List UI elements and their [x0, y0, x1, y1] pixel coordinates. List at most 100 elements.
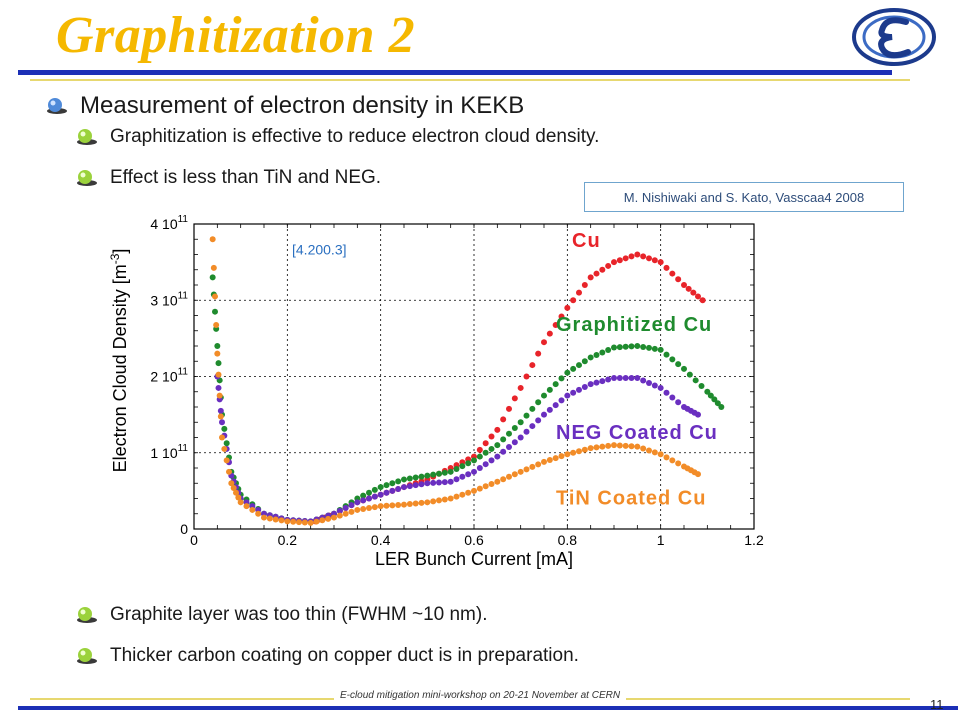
x-tick-label: 0 — [190, 532, 198, 548]
data-point — [552, 322, 559, 329]
data-point — [663, 351, 670, 358]
data-point — [523, 466, 530, 473]
data-point — [471, 468, 477, 475]
data-point — [209, 274, 216, 281]
data-point — [436, 497, 442, 504]
y-tick-label: 1 1011 — [150, 443, 188, 461]
data-point — [546, 330, 553, 337]
data-point — [558, 375, 565, 382]
data-point — [570, 297, 577, 304]
data-point — [348, 502, 355, 509]
data-point — [482, 449, 489, 456]
data-point — [447, 478, 454, 485]
data-point — [307, 519, 314, 526]
data-point — [214, 350, 221, 357]
data-point — [657, 384, 664, 391]
data-point — [331, 514, 337, 521]
y-tick-label: 0 — [180, 521, 188, 537]
bullet-bubble-icon — [77, 607, 97, 623]
data-point — [599, 443, 606, 450]
data-point — [552, 381, 559, 388]
data-point — [707, 392, 714, 399]
data-point — [465, 489, 472, 496]
data-point — [616, 375, 623, 382]
data-point — [564, 392, 571, 399]
data-point — [718, 404, 725, 410]
y-tick-label: 2 1011 — [150, 367, 188, 385]
data-point — [441, 496, 448, 503]
data-point — [552, 455, 559, 462]
data-point — [221, 425, 228, 432]
data-point — [441, 479, 448, 486]
data-point — [541, 458, 547, 465]
data-point — [424, 499, 431, 506]
data-point — [261, 514, 267, 521]
sub-bullet-1: Graphitization is effective to reduce el… — [76, 126, 599, 148]
data-point — [711, 396, 718, 403]
data-point — [564, 304, 571, 311]
data-point — [593, 444, 600, 451]
x-tick-label: 0.2 — [278, 532, 298, 548]
legend-label: Cu — [572, 230, 601, 252]
footer-rule — [18, 706, 958, 710]
data-point — [546, 456, 553, 463]
data-point — [441, 469, 448, 476]
x-tick-label: 0.4 — [371, 532, 391, 548]
data-point — [476, 446, 483, 453]
data-point — [686, 371, 693, 378]
data-point — [500, 436, 507, 443]
data-point — [535, 350, 542, 357]
data-point — [570, 365, 577, 372]
plot-area: 0 0.2 0.4 0.6 0.8 1 1.2 0 1 1011 2 1011 3 1011 4 10… — [108, 214, 764, 569]
data-point — [622, 375, 629, 382]
data-point — [599, 349, 606, 356]
data-point — [406, 475, 413, 482]
data-point — [576, 386, 582, 393]
data-point — [587, 354, 594, 361]
data-point — [233, 489, 239, 496]
data-point — [646, 379, 652, 386]
data-point — [482, 461, 489, 468]
data-point — [235, 494, 242, 501]
data-point — [488, 433, 495, 440]
data-point — [366, 495, 372, 502]
data-point — [517, 468, 524, 475]
data-point — [714, 400, 721, 407]
data-point — [663, 264, 670, 271]
data-point — [622, 442, 629, 449]
data-point — [212, 308, 218, 315]
data-point — [523, 373, 530, 380]
data-point — [593, 351, 600, 358]
title-accent-rule — [30, 79, 910, 81]
sub-bullet-4-text: Thicker carbon coating on copper duct is… — [110, 645, 579, 666]
data-point — [611, 344, 617, 351]
data-point — [628, 375, 635, 382]
data-point — [651, 449, 658, 456]
data-point — [599, 266, 606, 273]
data-point — [506, 473, 512, 480]
data-point — [541, 411, 547, 418]
data-point — [669, 270, 676, 277]
data-point — [500, 476, 507, 483]
data-point — [535, 399, 542, 406]
data-point — [622, 255, 629, 262]
data-point — [616, 257, 623, 264]
data-point — [605, 262, 612, 269]
data-point — [471, 457, 477, 464]
data-point — [336, 512, 343, 519]
x-tick-label: 0.8 — [558, 532, 578, 548]
legend-label: NEG Coated Cu — [556, 422, 718, 444]
x-tick-label: 0.6 — [464, 532, 484, 548]
data-point — [476, 465, 483, 471]
data-point — [681, 365, 687, 372]
data-point — [546, 406, 553, 413]
data-point — [593, 379, 600, 386]
data-point — [704, 388, 711, 395]
data-point — [675, 399, 682, 406]
data-point — [675, 460, 682, 467]
data-point — [695, 293, 701, 300]
data-point — [511, 471, 518, 478]
data-point — [587, 445, 594, 452]
data-point — [576, 448, 582, 455]
title-rule — [18, 70, 892, 75]
